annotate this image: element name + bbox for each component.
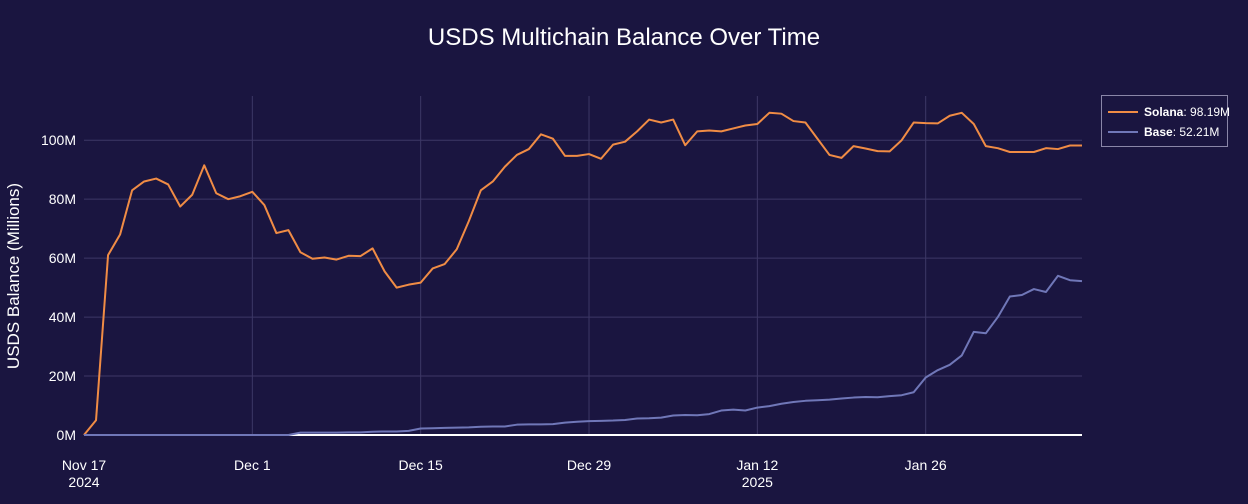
- series-line-solana[interactable]: [83, 111, 1083, 436]
- x-tick-label: Nov 17: [62, 457, 107, 473]
- legend-series-value: 98.19M: [1190, 105, 1230, 119]
- x-tick-label: Dec 1: [234, 457, 271, 473]
- chart-title: USDS Multichain Balance Over Time: [428, 24, 820, 51]
- y-axis-label: USDS Balance (Millions): [4, 183, 23, 369]
- legend-series-name: Solana: [1144, 105, 1184, 119]
- x-tick-year-label: 2024: [68, 474, 99, 490]
- x-tick-label: Dec 29: [567, 457, 612, 473]
- legend-item-base[interactable]: Base: 52.21M: [1108, 125, 1219, 139]
- legend-label: Base: 52.21M: [1144, 125, 1219, 139]
- y-tick-label: 80M: [49, 191, 76, 207]
- grid: [84, 96, 1082, 436]
- y-tick-label: 40M: [49, 309, 76, 325]
- y-tick-label: 60M: [49, 250, 76, 266]
- y-tick-label: 100M: [41, 132, 76, 148]
- legend[interactable]: Solana: 98.19M Base: 52.21M: [1101, 95, 1231, 147]
- y-tick-label: 0M: [57, 427, 76, 443]
- plot-area: [83, 111, 1083, 436]
- legend-separator: :: [1173, 125, 1180, 139]
- legend-box: [1101, 95, 1228, 147]
- x-tick-year-label: 2025: [742, 474, 773, 490]
- y-tick-label: 20M: [49, 368, 76, 384]
- x-tick-label: Dec 15: [398, 457, 443, 473]
- legend-separator: :: [1183, 105, 1190, 119]
- legend-item-solana[interactable]: Solana: 98.19M: [1108, 105, 1230, 119]
- legend-series-name: Base: [1144, 125, 1173, 139]
- y-axis: 0M 20M 40M 60M 80M 100M: [41, 132, 76, 443]
- series-line-base[interactable]: [84, 274, 1083, 436]
- x-tick-label: Jan 26: [905, 457, 947, 473]
- legend-series-value: 52.21M: [1179, 125, 1219, 139]
- x-tick-label: Jan 12: [736, 457, 778, 473]
- legend-label: Solana: 98.19M: [1144, 105, 1230, 119]
